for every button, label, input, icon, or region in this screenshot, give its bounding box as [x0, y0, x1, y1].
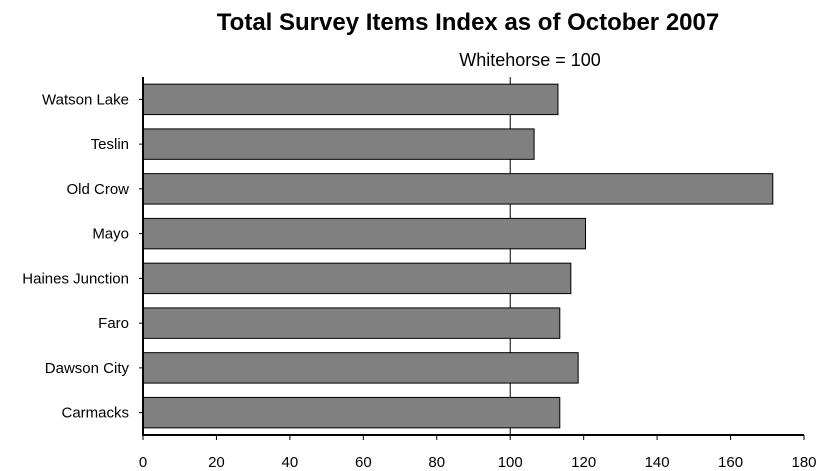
- bar-watson-lake: [142, 83, 559, 116]
- category-label: Teslin: [91, 136, 129, 153]
- bar-dawson-city: [142, 352, 579, 384]
- chart-title: Total Survey Items Index as of October 2…: [217, 9, 719, 36]
- plot-area: Watson Lake Teslin Old Crow Mayo Haines Junc…: [22, 77, 817, 471]
- x-tick-label: 20: [208, 454, 225, 471]
- category-label: Old Crow: [66, 181, 129, 198]
- x-tick-label: 160: [718, 454, 743, 471]
- category-label: Watson Lake: [42, 91, 129, 108]
- bar-old-crow: [142, 173, 774, 205]
- x-tick-label: 180: [791, 454, 816, 471]
- bar-carmacks: [142, 396, 561, 429]
- x-tick-label: 80: [428, 454, 445, 471]
- bar-mayo: [142, 217, 587, 250]
- bar-faro: [142, 307, 561, 339]
- category-label: Haines Junction: [22, 270, 129, 287]
- x-tick-label: 140: [645, 454, 670, 471]
- category-label: Dawson City: [45, 360, 130, 377]
- bar-teslin: [142, 128, 535, 160]
- category-label: Faro: [98, 315, 129, 332]
- bar-haines-junction: [142, 262, 572, 295]
- chart-subtitle: Whitehorse = 100: [459, 50, 601, 70]
- x-tick-label: 60: [355, 454, 372, 471]
- category-label: Carmacks: [61, 405, 129, 422]
- x-tick-label: 100: [498, 454, 523, 471]
- x-tick-label: 120: [571, 454, 596, 471]
- category-label: Mayo: [92, 226, 129, 243]
- x-tick-label: 0: [139, 454, 147, 471]
- x-tick-label: 40: [282, 454, 299, 471]
